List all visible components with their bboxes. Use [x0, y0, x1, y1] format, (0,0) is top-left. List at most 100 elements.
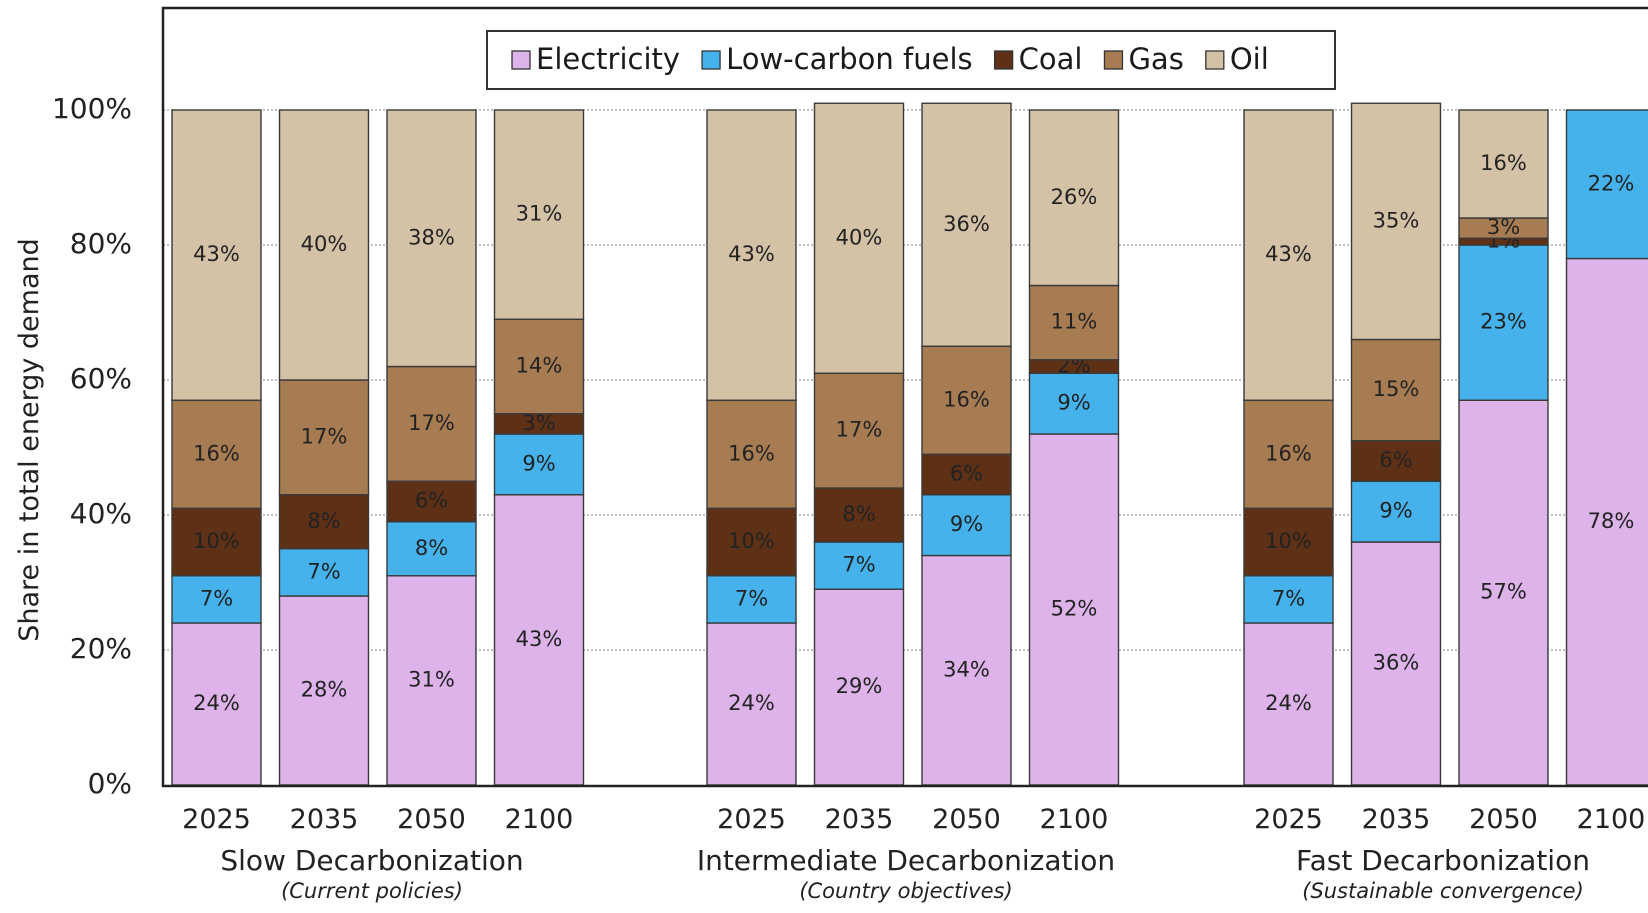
data-label: 6%: [1379, 448, 1412, 472]
data-label: 40%: [301, 232, 348, 256]
data-label: 43%: [1265, 242, 1312, 266]
bar-segment-gas: [493, 318, 585, 415]
data-label: 26%: [1051, 185, 1098, 209]
legend-box: [486, 30, 1336, 90]
bar-segment-low-carbon-fuels: [386, 521, 477, 577]
bar-segment-oil: [386, 109, 477, 368]
x-tick-label: 2035: [290, 804, 359, 835]
data-label: 31%: [516, 202, 563, 226]
bar-segment-gas: [1028, 284, 1120, 361]
bar-segment-electricity: [1565, 257, 1648, 786]
data-label: 29%: [836, 674, 883, 698]
x-axis-ticks: 2025 2035 2050 2100 2025 2035 2050 2100 2025 2035…: [182, 804, 1645, 835]
y-axis-label: Share in total energy demand: [14, 238, 45, 642]
group-title: Slow Decarbonization: [220, 844, 523, 877]
y-tick-label: 20%: [70, 632, 132, 665]
y-tick-label: 100%: [52, 92, 132, 125]
data-label: 31%: [408, 667, 455, 691]
group-title: Intermediate Decarbonization: [697, 844, 1115, 877]
x-tick-label: 2050: [932, 804, 1001, 835]
data-label: 6%: [950, 462, 983, 486]
legend-swatch: [1103, 50, 1124, 70]
data-label: 16%: [193, 441, 240, 465]
bar-segment-gas: [386, 365, 477, 482]
legend-swatch: [993, 50, 1014, 70]
data-label: 43%: [728, 242, 775, 266]
data-label: 23%: [1480, 310, 1527, 334]
x-tick-label: 2035: [1362, 804, 1431, 835]
data-label: 11%: [1051, 310, 1098, 334]
bar-segment-gas: [921, 345, 1012, 455]
bar-segment-oil: [1243, 109, 1334, 401]
bar-segment-coal: [1243, 507, 1334, 577]
bar-segment-low-carbon-fuels: [493, 433, 585, 496]
data-label: 6%: [415, 489, 448, 513]
x-tick-label: 2050: [397, 804, 466, 835]
data-label: 8%: [415, 536, 448, 560]
legend-label: Gas: [1128, 42, 1183, 76]
data-label: 16%: [1480, 151, 1527, 175]
data-label: 10%: [728, 529, 775, 553]
bar-segment-low-carbon-fuels: [278, 548, 370, 597]
legend-swatch: [511, 50, 531, 70]
bar-segment-oil: [493, 109, 585, 320]
bar-segment-oil: [921, 102, 1012, 347]
data-label: 36%: [943, 212, 990, 236]
plot-frame: [161, 6, 1648, 788]
bar-segment-low-carbon-fuels: [171, 575, 262, 624]
data-label: 36%: [1373, 651, 1420, 675]
bar-segment-gas: [706, 399, 797, 509]
data-label: 3%: [1487, 215, 1520, 239]
group-title: Fast Decarbonization: [1296, 844, 1590, 877]
data-label: 8%: [307, 509, 340, 533]
bar-segment-oil: [813, 102, 905, 374]
data-label: 24%: [193, 691, 240, 715]
y-tick-label: 0%: [88, 767, 132, 800]
bar-segment-gas: [278, 379, 370, 496]
bar-segment-coal: [386, 480, 477, 523]
data-label: 16%: [728, 441, 775, 465]
group-subtitle: (Sustainable convergence): [1302, 879, 1584, 903]
bar-segment-oil: [278, 109, 370, 381]
data-label: 7%: [842, 553, 875, 577]
bar-segment-gas: [1350, 338, 1442, 442]
bar-segment-low-carbon-fuels: [706, 575, 797, 624]
bar-segment-coal: [278, 494, 370, 550]
x-tick-label: 2025: [182, 804, 251, 835]
data-label: 22%: [1588, 171, 1635, 195]
data-label: 3%: [522, 411, 555, 435]
bar-segment-low-carbon-fuels: [1565, 109, 1648, 260]
bar-segment-oil: [1350, 102, 1442, 341]
x-tick-label: 2100: [1577, 804, 1646, 835]
data-label: 14%: [516, 354, 563, 378]
legend-label: Low-carbon fuels: [726, 42, 973, 76]
data-label: 9%: [1057, 391, 1090, 415]
data-label: 7%: [735, 586, 768, 610]
bar-segment-coal: [1350, 440, 1442, 482]
data-label: 57%: [1480, 580, 1527, 604]
data-label: 16%: [1265, 441, 1312, 465]
data-label: 43%: [193, 242, 240, 266]
data-label: 9%: [950, 512, 983, 536]
bar-segment-electricity: [171, 622, 262, 786]
data-label: 8%: [842, 502, 875, 526]
bar-segment-electricity: [493, 494, 585, 786]
bars: 24% 7% 10% 16% 43% 28% 7% 8% 17% 40% 31% 8% 6% 17% 38%…: [171, 102, 1648, 786]
group-labels: Slow Decarbonization(Current policies) In…: [220, 844, 1590, 903]
x-tick-label: 2025: [717, 804, 786, 835]
data-label: 43%: [516, 627, 563, 651]
y-tick-label: 60%: [70, 362, 132, 395]
data-label: 15%: [1373, 377, 1420, 401]
bar-segment-electricity: [813, 588, 905, 786]
data-label: 10%: [1265, 529, 1312, 553]
data-label: 38%: [408, 225, 455, 249]
legend-label: Coal: [1019, 42, 1083, 76]
legend-label: Electricity: [536, 42, 680, 76]
bar-segment-gas: [1243, 399, 1334, 509]
bar-segment-electricity: [1028, 433, 1120, 786]
data-label: 24%: [728, 691, 775, 715]
bar-segment-oil: [1458, 109, 1549, 219]
bar-segment-electricity: [386, 575, 477, 786]
data-label: 10%: [193, 529, 240, 553]
